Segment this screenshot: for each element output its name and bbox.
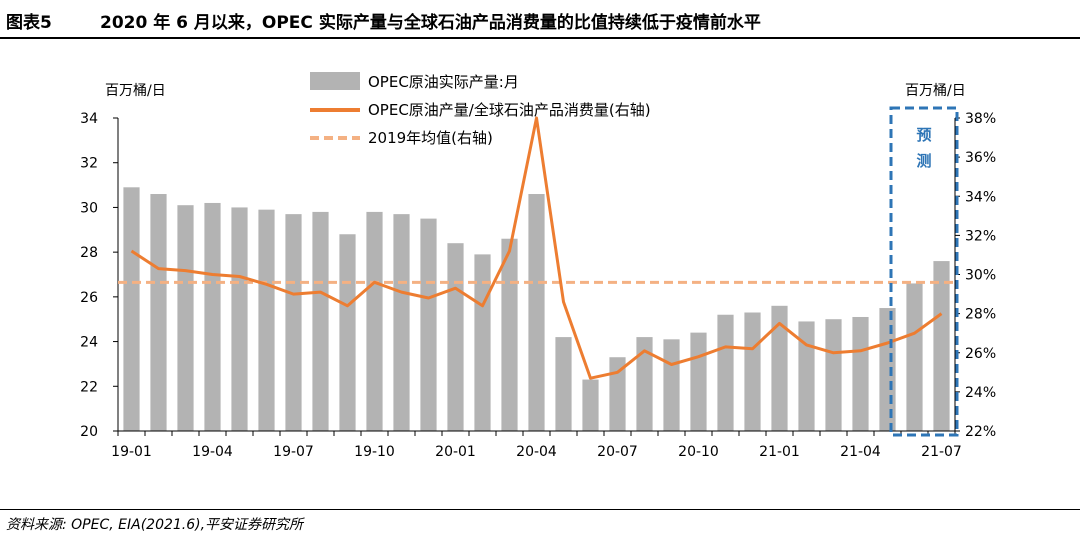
ratio-line	[130, 116, 943, 380]
figure-label: 图表5	[6, 13, 52, 33]
right-tick-label: 38%	[965, 111, 996, 127]
x-tick-label: 20-01	[435, 444, 476, 460]
x-tick-label: 21-01	[759, 444, 800, 460]
bar	[528, 194, 545, 431]
bar	[582, 379, 599, 431]
x-tick-label: 19-10	[354, 444, 395, 460]
legend-label-bar: OPEC原油实际产量:月	[368, 73, 519, 91]
right-tick-label: 36%	[965, 150, 996, 166]
bar	[717, 314, 734, 431]
right-tick-label: 34%	[965, 189, 996, 205]
bar	[555, 337, 572, 431]
x-tick-label: 19-04	[192, 444, 233, 460]
x-tick-label: 21-07	[921, 444, 962, 460]
right-tick-label: 26%	[965, 346, 996, 362]
right-tick-label: 22%	[965, 424, 996, 440]
left-tick-label: 34	[80, 111, 98, 127]
bar	[771, 305, 788, 431]
source-note: 资料来源: OPEC, EIA(2021.6),平安证券研究所	[6, 517, 304, 533]
chart: 20 22 24 26 28 30 32 34 22% 24% 26% 28% 30% 32% 34% 36%…	[80, 72, 996, 460]
line-series	[118, 116, 955, 380]
bar	[636, 337, 653, 431]
left-tick-label: 32	[80, 156, 98, 172]
bar	[663, 339, 680, 431]
header-rule	[0, 37, 1080, 39]
bar	[447, 243, 464, 431]
legend: OPEC原油实际产量:月 OPEC原油产量/全球石油产品消费量(右轴) 2019年均…	[310, 72, 651, 147]
bar	[393, 214, 410, 431]
right-tick-label: 28%	[965, 307, 996, 323]
left-axis-unit: 百万桶/日	[105, 83, 166, 99]
left-tick-label: 24	[80, 335, 98, 351]
chart-header: 图表5 2020 年 6 月以来，OPEC 实际产量与全球石油产品消费量的比值持…	[0, 0, 1080, 38]
x-tick-label: 20-04	[516, 444, 557, 460]
bar	[501, 238, 518, 431]
bar	[339, 234, 356, 431]
bar	[123, 187, 140, 431]
bar	[609, 357, 626, 431]
bar	[204, 202, 221, 431]
legend-swatch-bar	[310, 72, 360, 90]
bar	[285, 214, 302, 431]
bar-series	[123, 187, 950, 431]
left-tick-label: 22	[80, 379, 98, 395]
bar	[258, 209, 275, 431]
forecast-rect	[889, 106, 959, 437]
left-tick-label: 26	[80, 290, 98, 306]
bar	[879, 308, 896, 431]
bar	[906, 283, 923, 431]
right-axis-unit: 百万桶/日	[905, 83, 966, 99]
left-tick-label: 28	[80, 245, 98, 261]
forecast-box: 预测	[889, 106, 959, 437]
bar	[744, 312, 761, 431]
bar	[312, 211, 329, 431]
x-tick-label: 21-04	[840, 444, 881, 460]
bar	[150, 194, 167, 431]
bar	[852, 316, 869, 431]
right-tick-label: 32%	[965, 228, 996, 244]
legend-label-avg: 2019年均值(右轴)	[368, 129, 493, 147]
right-tick-label: 30%	[965, 268, 996, 284]
left-tick-label: 30	[80, 200, 98, 216]
bar	[690, 332, 707, 431]
x-tick-label: 19-01	[111, 444, 152, 460]
chart-title: 2020 年 6 月以来，OPEC 实际产量与全球石油产品消费量的比值持续低于疫…	[100, 13, 761, 33]
right-tick-label: 24%	[965, 385, 996, 401]
footer-rule	[0, 509, 1080, 510]
bar	[177, 205, 194, 431]
legend-label-ratio: OPEC原油产量/全球石油产品消费量(右轴)	[368, 101, 651, 119]
bar	[366, 211, 383, 431]
bar	[420, 218, 437, 431]
axes: 20 22 24 26 28 30 32 34 22% 24% 26% 28% 30% 32% 34% 36%…	[80, 83, 996, 460]
bar	[231, 207, 248, 431]
x-tick-label: 20-07	[597, 444, 638, 460]
left-tick-label: 20	[80, 424, 98, 440]
bar	[825, 319, 842, 431]
forecast-label: 预	[916, 126, 931, 144]
bar	[933, 261, 950, 431]
x-tick-label: 19-07	[273, 444, 314, 460]
forecast-label: 测	[916, 152, 931, 170]
x-tick-label: 20-10	[678, 444, 719, 460]
bar	[798, 321, 815, 431]
